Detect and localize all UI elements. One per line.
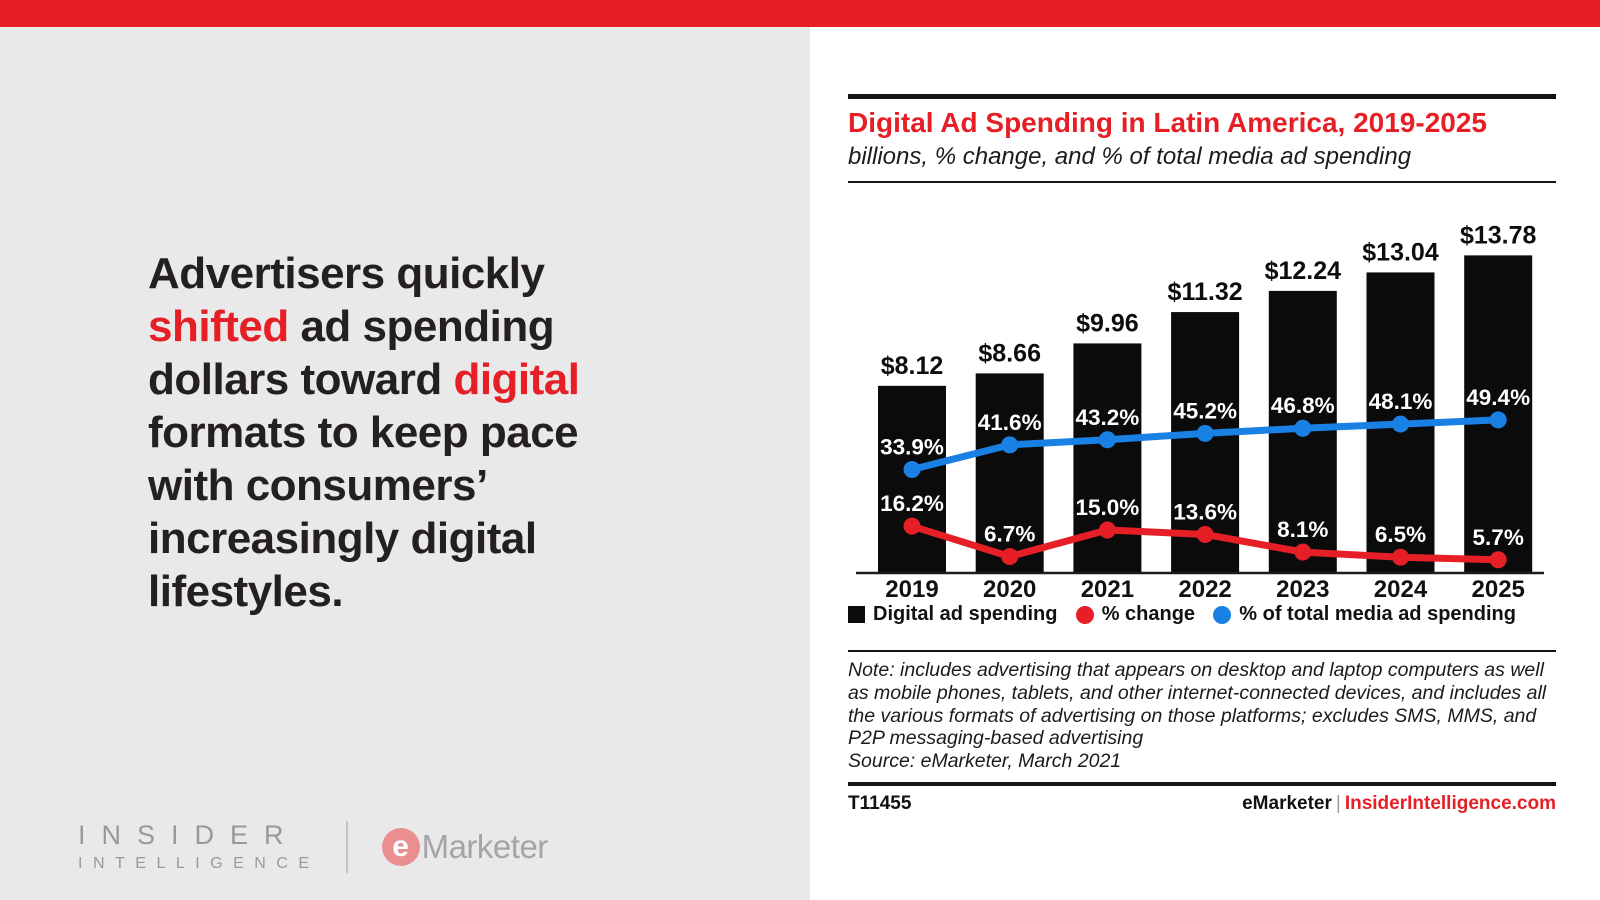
legend-item-digital-ad-spending: Digital ad spending [848,603,1057,626]
brand-divider [345,820,348,873]
legend-label: % of total media ad spending [1239,603,1516,625]
pct-label-red: 15.0% [1075,495,1139,520]
dot-red-2023 [1294,543,1312,561]
pct-label-red: 16.2% [880,491,944,516]
chart-note: Note: includes advertising that appears … [848,650,1556,773]
pct-label-red: 6.5% [1375,522,1426,547]
chart-title-block: Digital Ad Spending in Latin America, 20… [848,94,1556,183]
chart-legend: Digital ad spending % change % of total … [848,603,1516,626]
legend-swatch-blue-dot-icon [1213,605,1232,624]
dot-red-2019 [903,517,921,535]
footer-insiderintelligence-link[interactable]: InsiderIntelligence.com [1344,793,1556,814]
chart-title: Digital Ad Spending in Latin America, 20… [848,107,1487,138]
dot-red-2022 [1196,525,1214,543]
note-line: P2P messaging-based advertising [848,727,1144,750]
x-tick-label: 2022 [1178,576,1231,603]
legend-swatch-bar-icon [848,606,865,623]
footer-pipe: | [1335,793,1341,814]
dot-blue-2022 [1196,424,1214,442]
headline-text: with consumers’ [148,461,488,510]
x-tick-label: 2019 [885,576,938,603]
bar-2019 [878,385,946,573]
headline-text: increasingly digital [148,514,537,563]
footer-emarketer: eMarketer [1242,793,1332,814]
legend-label: Digital ad spending [873,603,1058,625]
legend-label: % change [1101,603,1196,625]
chart-footer: T11455 eMarketer | InsiderIntelligence.com [848,782,1556,815]
headline-line: with consumers’ [148,459,768,512]
headline-line: lifestyles. [148,565,768,618]
bar-value-label: $12.24 [1265,257,1342,285]
emarketer-wordmark: Marketer [421,827,549,865]
chart-id: T11455 [848,793,912,814]
pct-label-blue: 49.4% [1466,385,1530,410]
legend-item-pct-of-total: % of total media ad spending [1213,603,1516,626]
pct-label-blue: 33.9% [880,435,944,460]
legend-item-pct-change: % change [1075,603,1196,626]
x-tick-label: 2020 [983,576,1036,603]
pct-label-red: 6.7% [984,522,1035,547]
dot-blue-2025 [1489,411,1507,429]
dot-blue-2019 [903,461,921,479]
note-line: the various formats of advertising on th… [848,704,1537,727]
source-line: Source: eMarketer, March 2021 [848,750,1122,773]
pct-label-red: 13.6% [1173,499,1237,524]
headline-red-word: shifted [148,302,289,351]
dot-blue-2023 [1294,419,1312,437]
dot-blue-2021 [1098,431,1116,449]
pct-label-blue: 46.8% [1271,393,1335,418]
headline-red-word: digital [453,355,580,404]
emarketer-e-icon: e [381,827,420,866]
headline: Advertisers quickly shifted ad spending do… [148,247,768,618]
bar-2020 [975,373,1044,573]
bar-value-label: $13.78 [1460,221,1537,249]
pct-label-blue: 41.6% [978,410,1042,435]
left-text-panel [0,27,810,900]
headline-text: lifestyles. [148,567,344,616]
headline-line: increasingly digital [148,512,768,565]
headline-text: Advertisers quickly [148,249,545,298]
pct-label-blue: 45.2% [1173,398,1237,423]
headline-text: ad spending [288,302,555,351]
emarketer-logo: e Marketer [381,827,549,866]
bar-value-label: $9.96 [1076,309,1139,337]
headline-line: shifted ad spending [148,300,768,353]
bar-value-label: $13.04 [1362,238,1439,266]
x-tick-label: 2023 [1276,576,1329,603]
dot-red-2020 [1001,548,1019,566]
brand-lockup: INSIDER INTELLIGENCE e Marketer [78,820,548,873]
bar-value-label: $11.32 [1168,278,1243,306]
dot-red-2021 [1098,521,1116,539]
dot-red-2024 [1392,548,1409,566]
x-tick-label: 2025 [1472,576,1525,603]
chart-subtitle: billions, % change, and % of total media… [848,143,1412,170]
chart-svg: $8.12 $8.66 $9.96 $11.32 $12.24 $13.04 $13.78 3… [856,221,1544,603]
pct-label-blue: 48.1% [1369,389,1433,414]
headline-line: formats to keep pace [148,406,768,459]
note-lines: Note: includes advertising that appears … [848,659,1556,750]
note-line: as mobile phones, tablets, and other int… [848,681,1547,704]
headline-text: dollars toward [148,355,454,404]
footer-brand-links: eMarketer | InsiderIntelligence.com [1242,793,1556,815]
x-tick-label: 2021 [1081,576,1134,603]
dot-blue-2024 [1392,415,1409,433]
headline-line: dollars toward digital [148,353,768,406]
dot-blue-2020 [1001,436,1019,454]
note-line: Note: includes advertising that appears … [848,659,1544,681]
legend-swatch-red-dot-icon [1075,605,1094,624]
insider-intelligence-logo: INSIDER INTELLIGENCE [78,820,320,873]
insider-logo-line2: INTELLIGENCE [78,855,320,872]
pct-label-blue: 43.2% [1075,405,1139,430]
top-brand-bar [0,0,1600,27]
pct-label-red: 8.1% [1277,517,1328,542]
dot-red-2025 [1489,551,1507,569]
bar-value-label: $8.12 [881,352,944,380]
pct-label-red: 5.7% [1473,525,1524,550]
insider-logo-line1: INSIDER [78,820,300,850]
headline-text: formats to keep pace [148,408,579,457]
headline-line: Advertisers quickly [148,247,768,300]
x-tick-label: 2024 [1374,576,1428,603]
bar-value-label: $8.66 [978,339,1041,367]
